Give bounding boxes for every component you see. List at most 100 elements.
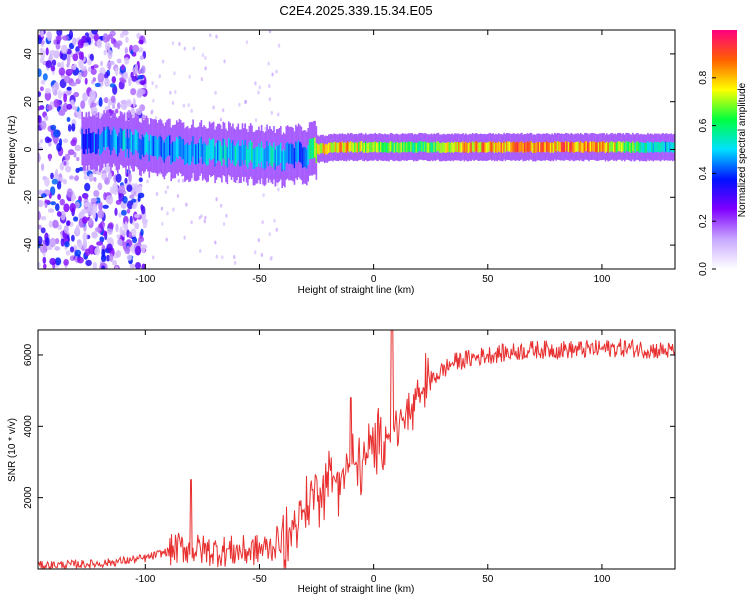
ridge-cell bbox=[277, 145, 279, 166]
noise-cell bbox=[56, 211, 62, 217]
noise-cell bbox=[56, 35, 62, 42]
ridge-cell bbox=[89, 133, 92, 154]
noise-cell bbox=[64, 153, 71, 161]
ridge-cell bbox=[400, 142, 403, 153]
ridge-cell bbox=[474, 141, 477, 152]
noise-cell bbox=[132, 98, 136, 108]
noise-cell bbox=[215, 197, 218, 202]
noise-cell bbox=[47, 208, 55, 213]
ridge-cell bbox=[229, 139, 231, 160]
ridge-cell bbox=[644, 142, 646, 153]
noise-cell bbox=[98, 97, 103, 107]
y-tick-label: 4000 bbox=[23, 415, 34, 438]
ridge-cell bbox=[237, 140, 240, 161]
noise-cell bbox=[50, 65, 56, 72]
noise-cell bbox=[74, 201, 80, 209]
ridge-cell bbox=[204, 143, 207, 164]
noise-cell bbox=[183, 46, 186, 51]
ridge-cell bbox=[147, 134, 149, 155]
ridge-cell bbox=[381, 142, 383, 153]
ridge-cell bbox=[226, 147, 229, 168]
ridge-cell bbox=[329, 142, 331, 153]
ridge-cell bbox=[88, 128, 90, 149]
ridge-cell bbox=[584, 141, 586, 152]
ridge-cell bbox=[191, 141, 193, 162]
ridge-cell bbox=[663, 142, 666, 153]
ridge-cell bbox=[259, 147, 262, 168]
ridge-cell bbox=[93, 132, 96, 153]
y-tick-label: 20 bbox=[23, 96, 34, 108]
ridge-cell bbox=[449, 142, 452, 153]
noise-cell bbox=[212, 105, 215, 110]
ridge-cell bbox=[469, 142, 471, 153]
noise-cell bbox=[183, 235, 186, 240]
noise-cell bbox=[238, 102, 241, 107]
x-tick-label: 50 bbox=[482, 574, 494, 585]
ridge-cell bbox=[240, 146, 242, 167]
noise-cell bbox=[93, 177, 97, 182]
noise-cell bbox=[92, 64, 99, 69]
spectrogram-y-axis: -40 -20 0 20 40 bbox=[23, 48, 675, 252]
noise-cell bbox=[264, 126, 267, 131]
ridge-cell bbox=[407, 141, 409, 152]
noise-cell bbox=[110, 95, 116, 103]
noise-cell bbox=[38, 36, 42, 45]
noise-cell bbox=[90, 106, 98, 116]
noise-cell bbox=[214, 240, 217, 245]
ridge-cell bbox=[181, 139, 183, 160]
ridge-cell bbox=[347, 141, 349, 152]
spectrogram-x-axis: -100 -50 0 50 100 bbox=[135, 30, 611, 285]
ridge-cell bbox=[570, 141, 572, 152]
noise-cell bbox=[120, 64, 125, 71]
noise-cell bbox=[178, 42, 181, 46]
ridge-cell bbox=[548, 142, 551, 153]
ridge-cell bbox=[528, 142, 530, 153]
ridge-cell bbox=[458, 142, 460, 152]
noise-cell bbox=[57, 224, 63, 231]
noise-cell bbox=[146, 179, 149, 184]
noise-cell bbox=[204, 66, 207, 71]
noise-cell bbox=[177, 178, 180, 183]
ridge-cell bbox=[197, 143, 200, 164]
ridge-cell bbox=[269, 142, 271, 163]
noise-cell bbox=[56, 142, 62, 152]
x-tick-label: 0 bbox=[371, 574, 377, 585]
noise-cell bbox=[39, 243, 47, 254]
noise-cell bbox=[134, 63, 139, 74]
ridge-cell bbox=[356, 142, 359, 153]
ridge-cell bbox=[503, 141, 505, 152]
noise-cell bbox=[83, 42, 89, 47]
noise-cell bbox=[51, 59, 57, 66]
ridge-cell bbox=[636, 141, 638, 152]
noise-cell bbox=[114, 265, 119, 269]
ridge-cell bbox=[669, 142, 671, 153]
ridge-cell bbox=[517, 141, 519, 152]
ridge-cell bbox=[637, 141, 640, 152]
ridge-cell bbox=[670, 141, 672, 152]
noise-cell bbox=[50, 172, 54, 180]
noise-cell bbox=[106, 243, 113, 252]
ridge-cell bbox=[559, 142, 562, 153]
ridge-cell bbox=[378, 141, 381, 152]
noise-cell bbox=[257, 90, 260, 95]
noise-cell bbox=[76, 156, 80, 162]
ridge-cell bbox=[432, 142, 434, 153]
ridge-cell bbox=[223, 139, 226, 160]
ridge-cell bbox=[643, 142, 645, 153]
ridge-cell bbox=[426, 142, 429, 153]
noise-cell bbox=[42, 73, 48, 81]
noise-cell bbox=[54, 246, 61, 251]
ridge-cell bbox=[274, 149, 277, 170]
ridge-cell bbox=[178, 135, 181, 156]
noise-cell bbox=[94, 247, 101, 256]
ridge-cell bbox=[522, 142, 525, 153]
noise-cell bbox=[107, 49, 113, 60]
noise-cell bbox=[60, 44, 68, 54]
ridge-cell bbox=[281, 151, 283, 172]
ridge-cell bbox=[251, 142, 253, 163]
ridge-cell bbox=[340, 142, 342, 153]
noise-cell bbox=[214, 90, 217, 95]
x-tick-label: 0 bbox=[371, 274, 377, 285]
ridge-cell bbox=[317, 143, 319, 154]
ridge-cell bbox=[292, 144, 294, 165]
